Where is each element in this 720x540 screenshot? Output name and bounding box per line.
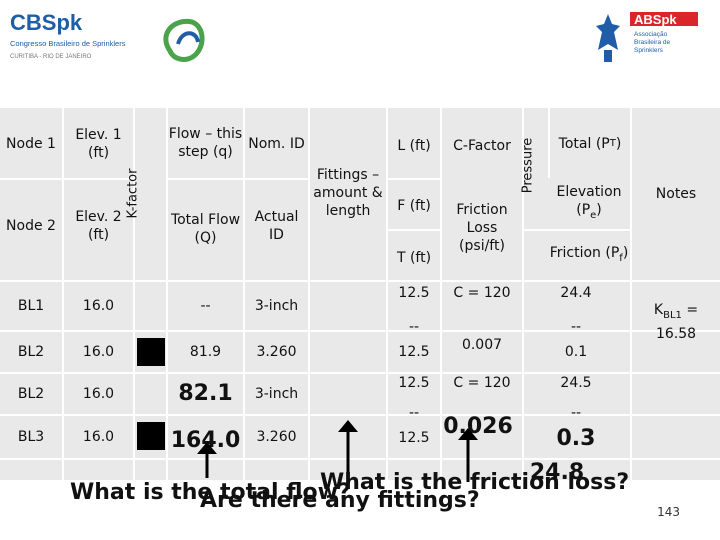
svg-text:Associação: Associação: [634, 31, 668, 38]
row-f: --: [408, 319, 420, 335]
header-c-factor: C-Factor: [453, 138, 511, 154]
row-loss: 0.007: [461, 337, 503, 353]
arrow-up-icon: [458, 428, 478, 482]
row-id: 3.260: [256, 429, 297, 445]
header-t-ft: T (ft): [396, 250, 432, 266]
header-node2: Node 2: [6, 218, 56, 234]
question-friction-loss: What is the friction loss?: [320, 470, 630, 495]
header-friction-loss: Friction Loss (psi/ft): [456, 202, 508, 254]
row-elev: 16.0: [82, 386, 115, 402]
header-kfactor: K-factor: [125, 168, 141, 219]
header-f-ft: F (ft): [397, 198, 431, 214]
row-l: 12.5: [398, 285, 430, 301]
row-fric: --: [570, 319, 582, 335]
header-notes: Notes: [655, 186, 697, 202]
row-frictp: 24.8: [529, 460, 585, 485]
svg-text:CBSpk: CBSpk: [10, 10, 83, 35]
row-node: BL2: [17, 386, 45, 402]
page-number: 143: [657, 505, 680, 519]
row-elevp: 0.1: [564, 344, 588, 360]
row-c: C = 120: [453, 285, 511, 301]
row-node: BL1: [17, 298, 45, 314]
header-pressure: Pressure: [520, 137, 536, 194]
cbspk-logo: CBSpk Congresso Brasileiro de Sprinklers…: [10, 10, 205, 62]
calculation-table: Node 1 Elev. 1 (ft) Node 2 Elev. 2 (ft) …: [0, 108, 720, 484]
header-nom-id: Nom. ID: [248, 136, 305, 152]
row-elev: 16.0: [82, 298, 115, 314]
svg-text:Brasileira de: Brasileira de: [634, 39, 671, 46]
svg-text:Congresso Brasileiro de Sprink: Congresso Brasileiro de Sprinklers: [10, 39, 126, 48]
row-id: 3-inch: [254, 386, 299, 402]
row-flow: --: [200, 298, 211, 314]
header-fittings: Fittings – amount & length: [313, 167, 383, 219]
svg-text:ABSpk: ABSpk: [634, 12, 677, 27]
row-elev: 16.0: [82, 344, 115, 360]
header-elev2: Elev. 2 (ft): [75, 209, 122, 243]
row-flow: 82.1: [178, 381, 233, 406]
row-total: 24.4: [560, 285, 592, 301]
row-elevp: 0.3: [556, 426, 596, 451]
question-fittings: Are there any fittings?: [200, 488, 480, 513]
header-elev1: Elev. 1 (ft): [75, 127, 122, 161]
kfactor-blank: [137, 422, 165, 450]
header-l-ft: L (ft): [397, 138, 431, 154]
slide-header: CBSpk Congresso Brasileiro de Sprinklers…: [0, 0, 720, 100]
row-f: --: [408, 405, 420, 421]
header-total-flow: Total Flow (Q): [170, 212, 241, 246]
row-node: BL2: [17, 344, 45, 360]
header-actual-id: Actual ID: [254, 209, 299, 243]
row-id: 3.260: [256, 344, 297, 360]
row-fric: --: [570, 405, 582, 421]
kfactor-blank: [137, 338, 165, 366]
header-elevation: Elevation (Pe): [556, 184, 622, 221]
k-note: KBL1 = 16.58: [653, 302, 699, 342]
row-id: 3-inch: [254, 298, 299, 314]
header-total-pt: Total (P T): [558, 136, 622, 152]
row-flow: 164.0: [170, 428, 241, 453]
svg-text:Sprinklers: Sprinklers: [634, 47, 664, 54]
row-loss: 0.026: [443, 414, 513, 439]
row-t: 12.5: [398, 430, 430, 446]
row-t: 12.5: [398, 344, 430, 360]
row-node: BL3: [17, 429, 45, 445]
svg-text:CURITIBA - RIO DE JANEIRO: CURITIBA - RIO DE JANEIRO: [10, 54, 92, 60]
row-total: 24.5: [560, 375, 592, 391]
row-c: C = 120: [453, 375, 511, 391]
row-flow: 81.9: [189, 344, 222, 360]
question-total-flow: What is the total flow?: [70, 480, 351, 505]
arrow-up-icon: [197, 442, 217, 478]
abspk-logo: ABSpk Associação Brasileira de Sprinkler…: [596, 12, 698, 62]
row-elev: 16.0: [82, 429, 115, 445]
arrow-up-icon: [338, 420, 358, 482]
header-flow-step: Flow – this step (q): [168, 126, 243, 160]
header-node1: Node 1: [6, 136, 56, 152]
header-friction: Friction (Pf): [549, 245, 629, 264]
row-l: 12.5: [398, 375, 430, 391]
